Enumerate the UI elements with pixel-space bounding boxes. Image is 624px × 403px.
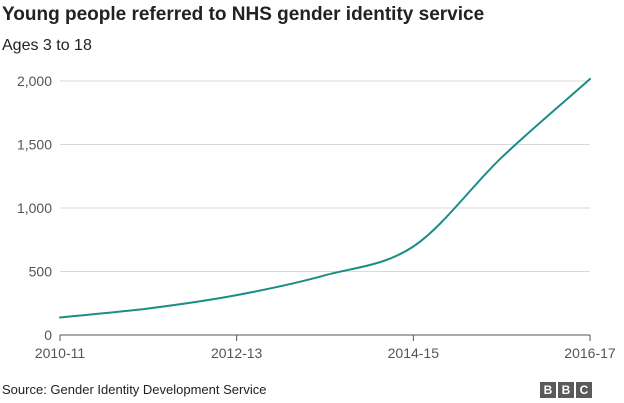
data-point — [59, 316, 61, 318]
data-point — [324, 274, 326, 276]
data-point — [501, 156, 503, 158]
bbc-logo: B B C — [540, 382, 592, 398]
chart-title: Young people referred to NHS gender iden… — [2, 4, 485, 25]
chart-subtitle: Ages 3 to 18 — [2, 37, 92, 54]
bbc-logo-letter: C — [576, 382, 592, 398]
x-tick-label: 2016-17 — [564, 345, 616, 361]
y-tick-label: 0 — [44, 327, 52, 343]
x-tick-label: 2014-15 — [388, 345, 440, 361]
bbc-logo-letter: B — [540, 382, 556, 398]
data-point — [236, 294, 238, 296]
y-tick-label: 1,000 — [17, 200, 52, 216]
y-tick-label: 500 — [29, 264, 53, 280]
data-point — [589, 78, 591, 80]
y-tick-label: 1,500 — [17, 137, 52, 153]
x-tick-label: 2012-13 — [211, 345, 263, 361]
bbc-logo-letter: B — [558, 382, 574, 398]
x-tick-label: 2010-11 — [35, 345, 86, 361]
data-point — [412, 245, 414, 247]
data-point — [147, 307, 149, 309]
source-note: Source: Gender Identity Development Serv… — [2, 382, 267, 397]
line-chart: 0 500 1,000 1,500 2,000 2010-11 2012-13 2014-15… — [17, 73, 616, 361]
y-tick-label: 2,000 — [17, 73, 52, 89]
series-line-referrals — [59, 77, 591, 319]
